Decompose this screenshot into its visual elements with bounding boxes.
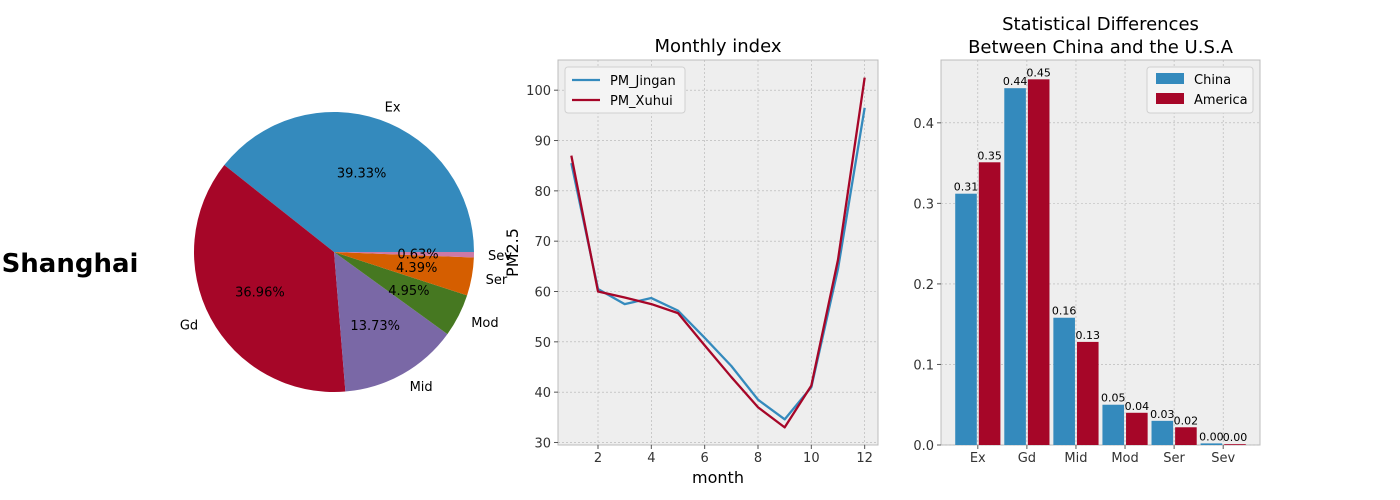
bar-america-ser bbox=[1175, 427, 1197, 445]
bar-title-line: Between China and the U.S.A bbox=[968, 37, 1234, 58]
line-y-tick-label: 60 bbox=[534, 286, 551, 301]
bar-legend-label: America bbox=[1194, 93, 1248, 108]
line-legend-box bbox=[564, 66, 686, 114]
line-x-tick-label: 12 bbox=[856, 451, 873, 466]
bar-data-label: 0.31 bbox=[954, 181, 979, 194]
pie-slice-ser bbox=[334, 252, 474, 296]
line-legend-label: PM_Xuhui bbox=[610, 94, 673, 109]
bar-china-mod bbox=[1102, 404, 1125, 445]
bar-legend-swatch bbox=[1156, 93, 1184, 104]
bar-x-tick-label: Mod bbox=[1111, 451, 1138, 466]
line-ylabel: PM2.5 bbox=[503, 228, 522, 277]
bar-y-tick-label: 0.1 bbox=[913, 358, 934, 373]
pie-pct-ex: 39.33% bbox=[337, 167, 387, 182]
bar-data-label: 0.00 bbox=[1199, 430, 1224, 443]
bar-legend: China America bbox=[1146, 66, 1254, 114]
bar-x-tick-label: Ser bbox=[1163, 451, 1185, 466]
pie-pct-gd: 36.96% bbox=[235, 286, 285, 301]
line-y-tick-label: 50 bbox=[534, 336, 551, 351]
bar-legend-swatch bbox=[1156, 73, 1184, 84]
pie-pct-sev: 0.63% bbox=[397, 248, 438, 263]
line-x-tick-label: 6 bbox=[701, 451, 709, 466]
line-y-tick-label: 40 bbox=[534, 386, 551, 401]
bar-china-ex bbox=[955, 193, 977, 445]
bar-america-mid bbox=[1076, 341, 1099, 445]
pie-slice-mod bbox=[334, 252, 468, 335]
pie-slice-gd bbox=[193, 165, 346, 393]
line-x-tick-label: 4 bbox=[647, 451, 655, 466]
line-y-tick-label: 30 bbox=[534, 436, 551, 451]
pie-chart: Ex 39.33% Gd 36.96% Mid 13.73% Mod 4.95% Ser 4.39… bbox=[180, 101, 512, 396]
bar-y-tick-label: 0.3 bbox=[913, 197, 934, 212]
bar-data-label: 0.03 bbox=[1150, 408, 1175, 421]
bar-y-tick-label: 0.4 bbox=[913, 117, 934, 132]
pie-label-ser: Ser bbox=[486, 273, 508, 288]
pie-pct-ser: 4.39% bbox=[396, 261, 437, 276]
bar-data-label: 0.13 bbox=[1076, 329, 1101, 342]
bar-chart: Ex Gd Mid Mod Ser Sev0.00.10.20.30.40.310.440… bbox=[913, 14, 1261, 466]
pie-label-ex: Ex bbox=[385, 101, 401, 116]
bar-y-tick-label: 0.2 bbox=[913, 278, 934, 293]
bar-china-sev bbox=[1200, 443, 1223, 445]
bar-data-label: 0.35 bbox=[977, 149, 1002, 162]
bar-china-mid bbox=[1053, 317, 1075, 445]
pie-label-gd: Gd bbox=[180, 319, 198, 334]
bar-x-tick-label: Sev bbox=[1211, 451, 1235, 466]
bar-america-gd bbox=[1027, 79, 1050, 446]
bar-america-mod bbox=[1126, 412, 1148, 445]
bar-data-label: 0.02 bbox=[1174, 414, 1199, 427]
pie-slice-ex bbox=[224, 112, 474, 253]
pie-pct-mid: 13.73% bbox=[350, 319, 400, 334]
pie-slice-mid bbox=[334, 252, 448, 392]
line-series-pm-xuhui bbox=[570, 77, 866, 429]
line-y-tick-label: 80 bbox=[534, 185, 551, 200]
line-legend-label: PM_Jingan bbox=[610, 74, 676, 89]
bar-data-label: 0.45 bbox=[1026, 66, 1051, 79]
line-x-tick-label: 8 bbox=[754, 451, 762, 466]
bar-america-sev bbox=[1224, 444, 1246, 445]
pie-label-mod: Mod bbox=[471, 316, 498, 331]
bar-data-label: 0.05 bbox=[1101, 392, 1126, 405]
line-x-tick-label: 10 bbox=[803, 451, 820, 466]
bar-data-label: 0.44 bbox=[1003, 75, 1028, 88]
bar-china-gd bbox=[1004, 88, 1026, 446]
line-y-tick-label: 90 bbox=[534, 135, 551, 150]
line-xlabel: month bbox=[692, 468, 744, 487]
line-title: Monthly index bbox=[654, 36, 781, 57]
bar-america-ex bbox=[978, 162, 1001, 445]
pie-pct-mod: 4.95% bbox=[388, 284, 429, 299]
bar-y-tick-label: 0.0 bbox=[913, 439, 934, 454]
bar-title-line: Statistical Differences bbox=[1002, 14, 1199, 35]
line-plot-area bbox=[557, 59, 879, 446]
bar-x-tick-label: Mid bbox=[1064, 451, 1087, 466]
bar-legend-label: China bbox=[1194, 73, 1231, 88]
line-legend: PM_Jingan PM_Xuhui bbox=[564, 66, 686, 114]
line-x-tick-label: 2 bbox=[594, 451, 602, 466]
pie-label-mid: Mid bbox=[410, 380, 433, 395]
line-y-tick-label: 70 bbox=[534, 235, 551, 250]
pie-slice-sev bbox=[334, 252, 474, 258]
bar-x-tick-label: Gd bbox=[1018, 451, 1036, 466]
pie-label-sev: Sev bbox=[488, 249, 512, 264]
line-chart: 2 4 6 8 10 12 30 40 50 60 70 80 90 100 Monthly index mo… bbox=[503, 36, 879, 487]
bar-data-label: 0.04 bbox=[1125, 400, 1150, 413]
bar-x-tick-label: Ex bbox=[970, 451, 986, 466]
bar-data-label: 0.16 bbox=[1052, 305, 1077, 318]
bar-china-ser bbox=[1151, 420, 1174, 445]
bar-data-label: 0.00 bbox=[1223, 431, 1248, 444]
side-title: Shanghai bbox=[2, 249, 139, 279]
line-y-tick-label: 100 bbox=[526, 84, 551, 99]
